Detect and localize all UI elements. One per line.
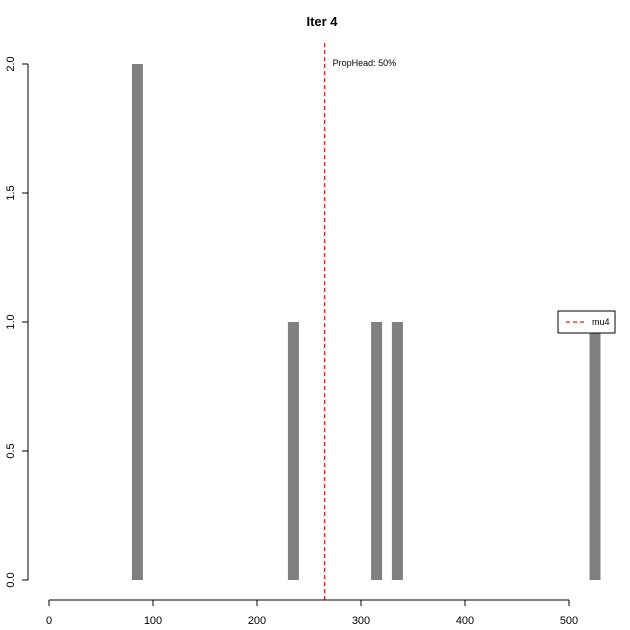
axes-layer: 0 100 200 300 400 500 0.0 0.5 1.0 1.5 2.0 [5, 56, 578, 627]
proportion-annotation: PropHead: 50% [333, 58, 397, 68]
x-tick-label-5: 500 [560, 615, 578, 627]
x-tick-label-2: 200 [248, 615, 266, 627]
legend-box [557, 310, 616, 334]
chart-title: Iter 4 [306, 14, 338, 29]
bars-layer [131, 64, 601, 580]
x-tick-label-4: 400 [456, 615, 474, 627]
y-tick-label-2: 1.0 [5, 314, 17, 329]
bar-1 [287, 322, 299, 580]
y-tick-label-0: 0.0 [5, 572, 17, 587]
x-tick-label-1: 100 [144, 615, 162, 627]
x-tick-label-0: 0 [46, 615, 52, 627]
bar-4 [589, 322, 601, 580]
legend-label-mu4: mu4 [592, 317, 610, 327]
bar-3 [391, 322, 403, 580]
y-tick-label-4: 2.0 [5, 56, 17, 71]
y-tick-label-3: 1.5 [5, 185, 17, 200]
bar-2 [371, 322, 383, 580]
y-tick-label-1: 0.5 [5, 443, 17, 458]
bar-0 [131, 64, 143, 580]
x-tick-label-3: 300 [352, 615, 370, 627]
legend: mu4 [557, 310, 616, 334]
